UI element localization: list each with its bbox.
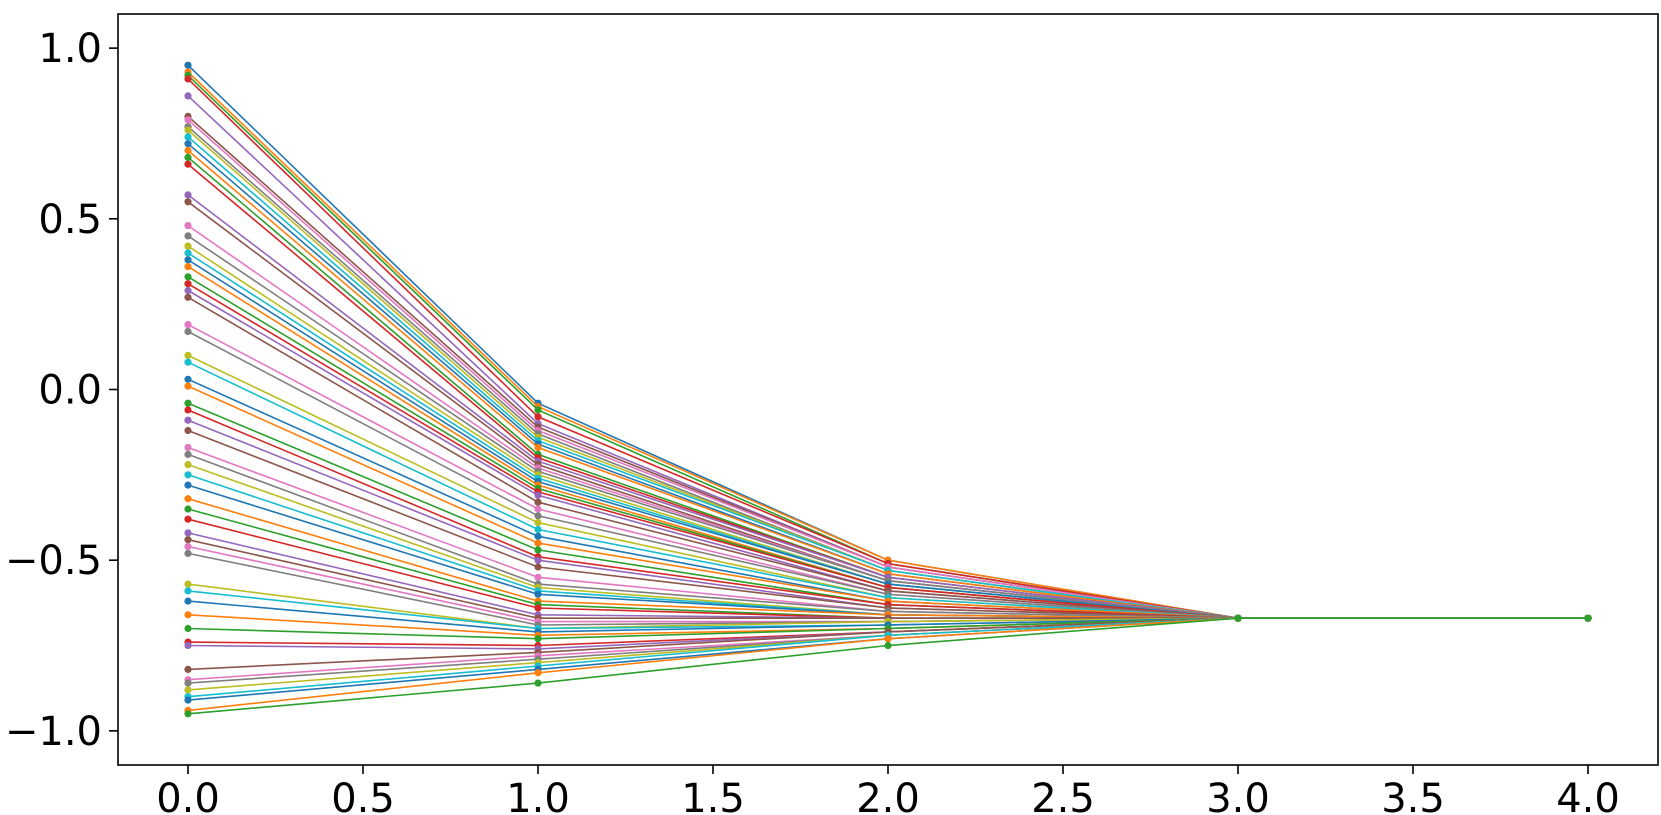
data-point <box>184 242 192 250</box>
series-layer <box>184 61 1592 718</box>
data-point <box>184 351 192 359</box>
data-point <box>184 461 192 469</box>
data-point <box>534 532 542 540</box>
y-tick-label: −0.5 <box>5 538 102 584</box>
data-point <box>184 495 192 503</box>
data-point <box>534 406 542 414</box>
data-point <box>184 61 192 69</box>
data-point <box>534 669 542 677</box>
y-tick-label: −1.0 <box>5 709 102 755</box>
data-point <box>534 491 542 499</box>
data-point <box>184 293 192 301</box>
data-point <box>534 573 542 581</box>
data-point <box>184 191 192 199</box>
data-point <box>184 481 192 489</box>
data-point <box>534 519 542 527</box>
data-point <box>534 525 542 534</box>
data-point <box>184 536 192 544</box>
data-point <box>534 512 542 520</box>
data-point <box>184 375 192 383</box>
data-point <box>184 416 192 424</box>
data-point <box>184 327 192 336</box>
data-point <box>534 539 542 547</box>
data-point <box>184 273 192 281</box>
data-point <box>184 116 192 124</box>
y-tick-label: 0.5 <box>38 197 102 243</box>
data-point <box>534 443 542 452</box>
data-point <box>184 471 192 479</box>
data-point <box>184 710 192 718</box>
data-point <box>184 686 192 694</box>
data-point <box>184 222 192 230</box>
data-point <box>184 399 192 407</box>
data-point <box>184 153 192 161</box>
x-tick-label: 4.0 <box>1556 776 1620 815</box>
data-point <box>184 529 192 537</box>
data-point <box>884 635 892 643</box>
data-point <box>534 413 542 421</box>
x-tick-label: 1.0 <box>506 776 570 815</box>
data-point <box>184 426 192 435</box>
x-tick-label: 0.5 <box>331 776 395 815</box>
data-point <box>534 635 542 643</box>
x-tick-label: 0.0 <box>156 776 220 815</box>
data-point <box>184 624 192 633</box>
y-tick-label: 1.0 <box>38 26 102 72</box>
data-point <box>184 140 192 148</box>
data-point <box>184 549 192 558</box>
data-point <box>184 146 192 155</box>
data-point <box>534 505 542 513</box>
series-63 <box>184 614 1592 718</box>
data-point <box>184 256 192 264</box>
data-point <box>184 450 192 458</box>
data-point <box>534 498 542 506</box>
data-point <box>184 232 192 240</box>
data-point <box>184 249 192 257</box>
data-point <box>534 546 542 554</box>
data-point <box>184 92 192 100</box>
data-point <box>534 679 542 687</box>
data-point <box>184 679 192 687</box>
data-point <box>184 515 192 523</box>
data-point <box>534 563 542 571</box>
x-tick-label: 2.5 <box>1031 776 1095 815</box>
data-point <box>184 587 192 595</box>
data-point <box>184 665 192 674</box>
x-tick-label: 3.5 <box>1381 776 1445 815</box>
data-point <box>534 556 542 564</box>
data-point <box>184 126 192 134</box>
data-point <box>184 611 192 619</box>
x-tick-label: 1.5 <box>681 776 745 815</box>
data-point <box>184 133 192 141</box>
data-point <box>184 321 192 329</box>
data-point <box>184 443 192 452</box>
data-point <box>184 597 192 605</box>
data-point <box>184 406 192 414</box>
data-point <box>884 641 892 650</box>
data-point <box>534 604 542 612</box>
data-point <box>184 75 192 83</box>
data-point <box>184 286 192 295</box>
y-tick-label: 0.0 <box>38 368 102 414</box>
data-point <box>1234 614 1242 622</box>
data-point <box>184 382 192 390</box>
data-point <box>1584 614 1592 622</box>
data-point <box>184 580 192 588</box>
data-point <box>184 198 192 206</box>
data-point <box>184 542 192 551</box>
data-point <box>184 505 192 513</box>
data-point <box>184 160 192 168</box>
x-tick-label: 2.0 <box>856 776 920 815</box>
x-axis: 0.0 0.5 1.0 1.5 2.0 2.5 3.0 3.5 4.0 <box>156 765 1620 815</box>
x-tick-label: 3.0 <box>1206 776 1270 815</box>
data-point <box>184 358 192 366</box>
data-point <box>184 641 192 650</box>
data-point <box>184 280 192 288</box>
data-point <box>184 263 192 271</box>
data-point <box>534 590 542 598</box>
y-axis: 1.0 0.5 0.0 −0.5 −1.0 <box>5 26 118 755</box>
data-point <box>184 696 192 704</box>
